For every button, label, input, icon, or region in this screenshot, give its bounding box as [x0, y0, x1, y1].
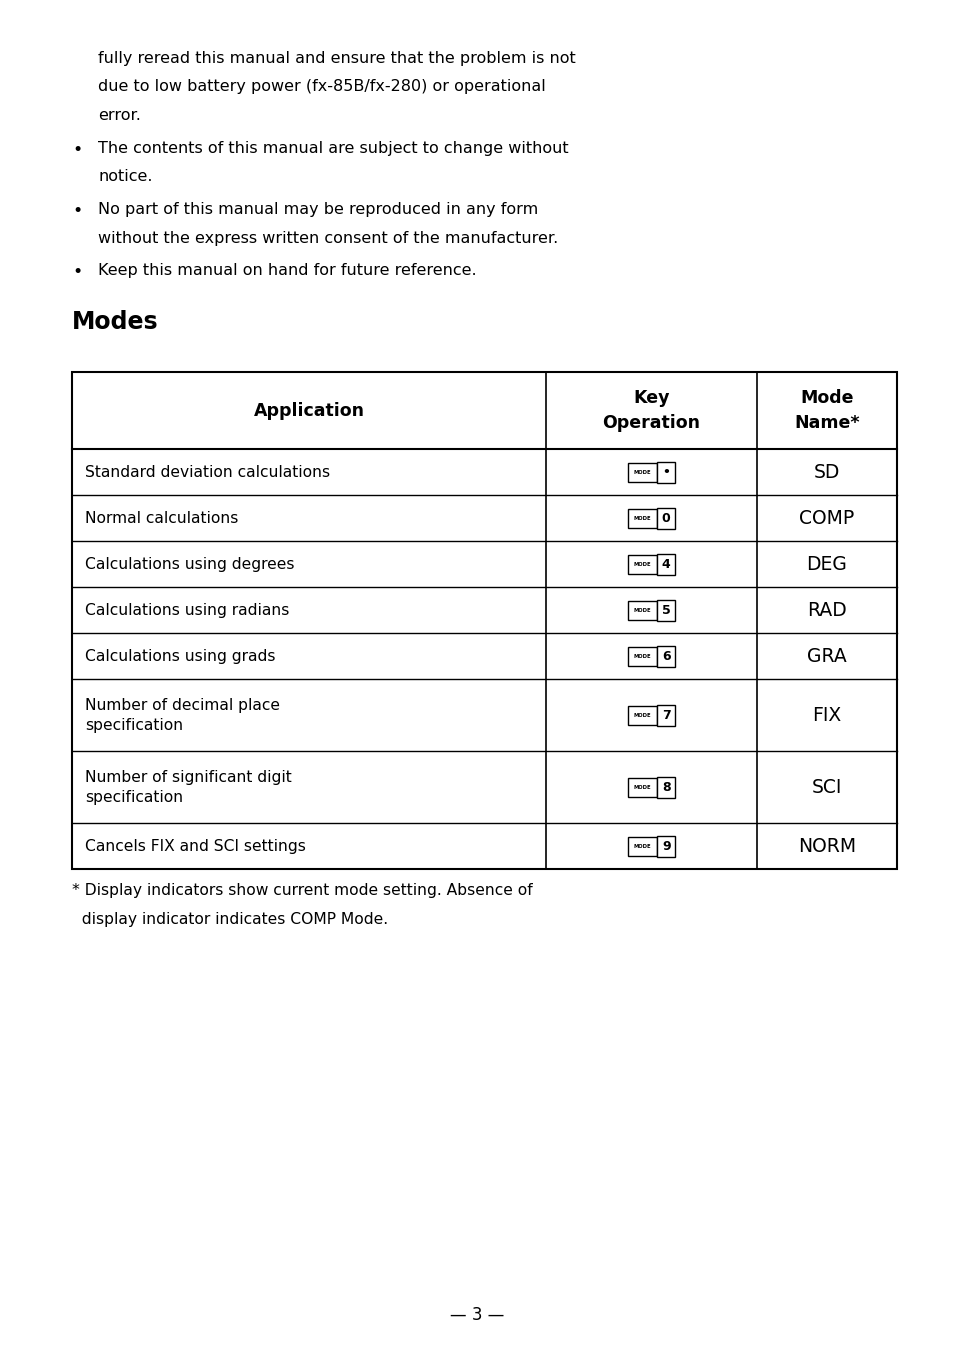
Text: •: • — [661, 466, 669, 479]
Text: 9: 9 — [661, 839, 670, 853]
Text: Calculations using radians: Calculations using radians — [85, 603, 289, 618]
FancyBboxPatch shape — [627, 508, 657, 527]
FancyBboxPatch shape — [627, 555, 657, 574]
Text: Cancels FIX and SCI settings: Cancels FIX and SCI settings — [85, 839, 306, 854]
FancyBboxPatch shape — [627, 462, 657, 483]
Text: — 3 —: — 3 — — [450, 1306, 503, 1323]
Text: MODE: MODE — [633, 713, 651, 717]
Text: MODE: MODE — [633, 607, 651, 613]
FancyBboxPatch shape — [627, 705, 657, 725]
Bar — [71, 373, 896, 869]
Text: without the express written consent of the manufacturer.: without the express written consent of t… — [98, 231, 558, 245]
Text: MODE: MODE — [633, 515, 651, 521]
FancyBboxPatch shape — [627, 777, 657, 797]
FancyBboxPatch shape — [657, 508, 675, 529]
Text: display indicator indicates COMP Mode.: display indicator indicates COMP Mode. — [71, 911, 388, 928]
Text: SCI: SCI — [811, 778, 841, 797]
Text: MODE: MODE — [633, 654, 651, 659]
Text: •: • — [71, 202, 82, 220]
Text: Keep this manual on hand for future reference.: Keep this manual on hand for future refe… — [98, 263, 476, 278]
Text: 5: 5 — [661, 603, 670, 617]
Text: •: • — [71, 141, 82, 159]
Text: Calculations using degrees: Calculations using degrees — [85, 557, 294, 572]
Text: Calculations using grads: Calculations using grads — [85, 650, 275, 664]
Text: Application: Application — [253, 401, 364, 420]
Text: MODE: MODE — [633, 469, 651, 475]
Text: Number of significant digit
specification: Number of significant digit specificatio… — [85, 770, 292, 805]
Text: 8: 8 — [661, 781, 670, 793]
Text: Number of decimal place
specification: Number of decimal place specification — [85, 697, 280, 734]
Text: MODE: MODE — [633, 785, 651, 789]
Text: MODE: MODE — [633, 843, 651, 849]
Text: Standard deviation calculations: Standard deviation calculations — [85, 465, 330, 480]
Text: MODE: MODE — [633, 561, 651, 567]
FancyBboxPatch shape — [657, 601, 675, 621]
Text: RAD: RAD — [806, 601, 846, 620]
Text: DEG: DEG — [805, 555, 846, 574]
Text: notice.: notice. — [98, 170, 152, 184]
FancyBboxPatch shape — [657, 777, 675, 797]
Text: COMP: COMP — [799, 508, 854, 527]
Text: 6: 6 — [661, 650, 670, 663]
Text: FIX: FIX — [811, 706, 841, 725]
Text: fully reread this manual and ensure that the problem is not: fully reread this manual and ensure that… — [98, 52, 576, 66]
FancyBboxPatch shape — [657, 555, 675, 575]
Text: The contents of this manual are subject to change without: The contents of this manual are subject … — [98, 141, 568, 156]
Text: 4: 4 — [661, 557, 670, 571]
Text: No part of this manual may be reproduced in any form: No part of this manual may be reproduced… — [98, 202, 537, 217]
FancyBboxPatch shape — [657, 462, 675, 483]
Text: Key
Operation: Key Operation — [602, 389, 700, 433]
FancyBboxPatch shape — [627, 647, 657, 666]
FancyBboxPatch shape — [657, 645, 675, 667]
Text: 0: 0 — [661, 511, 670, 525]
FancyBboxPatch shape — [657, 837, 675, 857]
FancyBboxPatch shape — [627, 837, 657, 856]
Text: Modes: Modes — [71, 311, 158, 335]
Text: error.: error. — [98, 108, 141, 123]
Text: NORM: NORM — [797, 837, 855, 856]
Text: •: • — [71, 263, 82, 281]
Text: 7: 7 — [661, 709, 670, 721]
Text: SD: SD — [813, 462, 840, 481]
Text: GRA: GRA — [806, 647, 846, 666]
Text: Normal calculations: Normal calculations — [85, 511, 238, 526]
FancyBboxPatch shape — [657, 705, 675, 725]
Text: due to low battery power (fx-85B/fx-280) or operational: due to low battery power (fx-85B/fx-280)… — [98, 80, 545, 95]
FancyBboxPatch shape — [627, 601, 657, 620]
Text: * Display indicators show current mode setting. Absence of: * Display indicators show current mode s… — [71, 883, 532, 898]
Text: Mode
Name*: Mode Name* — [793, 389, 859, 433]
